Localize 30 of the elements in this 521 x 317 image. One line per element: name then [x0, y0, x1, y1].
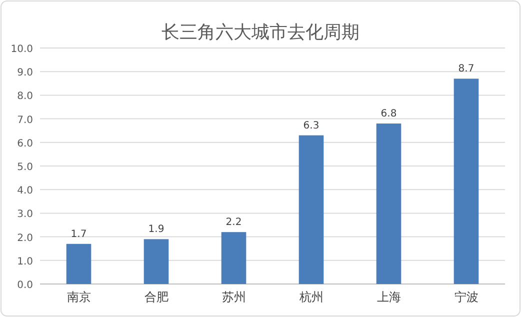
y-tick-label: 0.0 — [17, 280, 33, 291]
x-tick-label: 南京 — [66, 290, 91, 304]
x-tick-label: 上海 — [376, 290, 401, 304]
data-label: 1.9 — [148, 224, 164, 236]
bar — [66, 244, 92, 284]
data-label: 2.2 — [226, 217, 242, 228]
chart-title: 长三角六大城市去化周期 — [162, 22, 360, 43]
data-label: 8.7 — [458, 64, 474, 75]
y-tick-label: 7.0 — [17, 114, 33, 126]
bar — [298, 135, 324, 284]
x-tick-label: 苏州 — [222, 290, 246, 304]
x-tick-label: 杭州 — [298, 290, 324, 304]
y-tick-label: 3.0 — [17, 209, 33, 220]
y-tick-label: 1.0 — [17, 256, 33, 268]
y-tick-label: 4.0 — [17, 186, 33, 197]
data-label: 6.8 — [380, 108, 397, 120]
y-tick-label: 6.0 — [17, 138, 33, 150]
data-label: 6.3 — [303, 120, 320, 132]
x-tick-label: 合肥 — [144, 290, 168, 304]
y-tick-label: 10.0 — [10, 44, 33, 55]
bar — [144, 239, 169, 284]
data-label: 1.7 — [70, 228, 87, 240]
bar — [221, 232, 246, 284]
y-tick-label: 5.0 — [17, 162, 33, 173]
y-tick-label: 9.0 — [17, 68, 33, 79]
x-tick-label: 宁波 — [454, 290, 478, 304]
bar — [376, 124, 402, 284]
y-tick-label: 2.0 — [17, 232, 33, 244]
bar — [454, 78, 479, 284]
y-tick-label: 8.0 — [17, 91, 33, 102]
